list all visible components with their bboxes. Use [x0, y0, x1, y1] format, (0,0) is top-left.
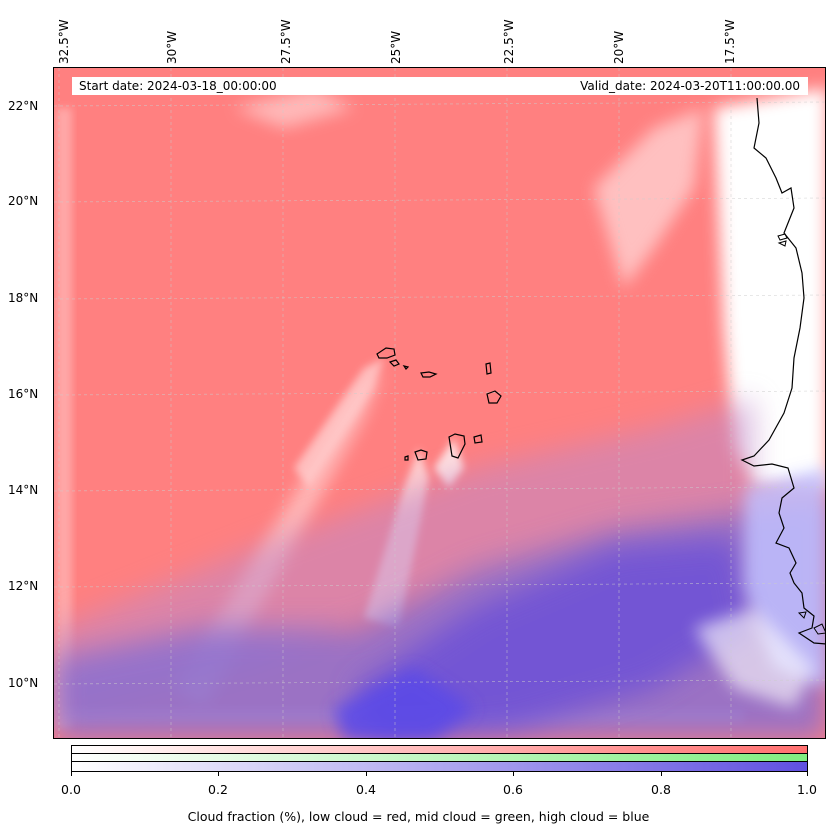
colorbar-tick: 0.6 — [503, 782, 523, 797]
colorbar-caption: Cloud fraction (%), low cloud = red, mid… — [187, 809, 650, 824]
african-coastline — [740, 97, 825, 645]
cape-verde-islands — [376, 347, 502, 461]
lat-label: 22°N — [8, 99, 39, 113]
colorbar-tick: 0.8 — [651, 782, 671, 797]
edge-band-left — [56, 108, 72, 728]
colorbar-green-ramp — [72, 754, 807, 762]
high-cloud-core-south — [334, 668, 474, 738]
lat-label: 12°N — [8, 579, 39, 593]
lat-label: 20°N — [8, 194, 39, 208]
lat-label: 18°N — [8, 291, 39, 305]
pale-patch-north — [234, 88, 354, 128]
colorbar-tick: 0.0 — [61, 782, 81, 797]
colorbar-tickmark — [366, 772, 367, 776]
map-panel: Start date: 2024-03-18_00:00:00 Valid_da… — [53, 67, 826, 739]
pale-streak-3 — [294, 358, 384, 488]
colorbar-red-ramp — [72, 746, 807, 754]
colorbar-tickmark — [218, 772, 219, 776]
lon-label: 32.5°W — [57, 19, 71, 64]
colorbar-tickmark — [71, 772, 72, 776]
colorbar-tickmark — [661, 772, 662, 776]
lon-label: 20°W — [612, 30, 626, 64]
colorbar-tickmark — [807, 772, 808, 776]
cloud-fraction-map — [54, 68, 825, 738]
clear-sky-east — [714, 88, 825, 488]
start-date: Start date: 2024-03-18_00:00:00 — [79, 79, 277, 93]
longitude-labels: 32.5°W 30°W 27.5°W 25°W 22.5°W 20°W 17.5… — [0, 0, 837, 66]
pale-streak-northeast — [594, 108, 704, 288]
lon-label: 30°W — [165, 30, 179, 64]
coastal-islands — [777, 233, 825, 635]
lat-label: 14°N — [8, 483, 39, 497]
colorbar-tick: 0.2 — [208, 782, 228, 797]
lat-label: 10°N — [8, 676, 39, 690]
high-cloud-core — [354, 538, 754, 738]
lon-label: 17.5°W — [723, 19, 737, 64]
colorbar-tick: 1.0 — [797, 782, 817, 797]
lon-label: 22.5°W — [502, 19, 516, 64]
date-info-bar: Start date: 2024-03-18_00:00:00 Valid_da… — [72, 77, 808, 95]
colorbar — [71, 745, 808, 772]
graticule — [54, 68, 825, 738]
lon-label: 25°W — [389, 30, 403, 64]
colorbar-blue-ramp — [72, 762, 807, 771]
valid-date: Valid_date: 2024-03-20T11:00:00.00 — [580, 79, 800, 93]
clear-patch-southeast — [694, 608, 814, 708]
colorbar-tickmark — [513, 772, 514, 776]
lon-label: 27.5°W — [279, 19, 293, 64]
colorbar-tick: 0.4 — [356, 782, 376, 797]
lat-label: 16°N — [8, 387, 39, 401]
